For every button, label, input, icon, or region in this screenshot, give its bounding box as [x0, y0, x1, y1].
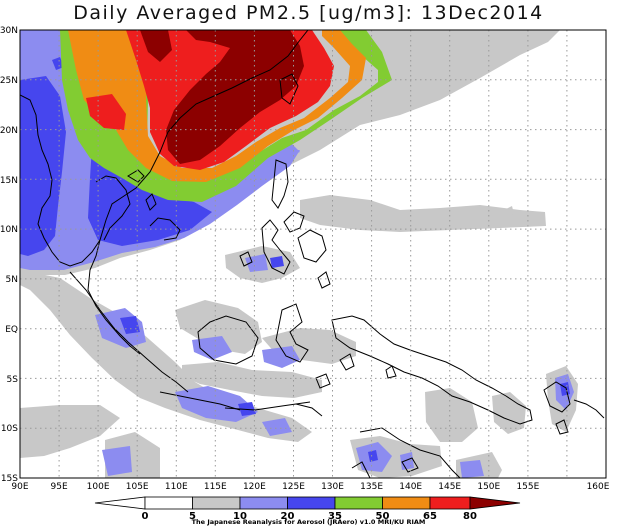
- lon-label: 135E: [360, 482, 383, 492]
- lat-label: 15S: [1, 474, 18, 484]
- lat-label: 10S: [1, 424, 18, 434]
- lon-label: 145E: [438, 482, 461, 492]
- lon-label: 160E: [587, 482, 610, 492]
- lon-label: 105E: [126, 482, 149, 492]
- lon-label: 95E: [51, 482, 68, 492]
- colorbar-segment: [429, 496, 471, 510]
- colorbar-segment: [239, 496, 288, 510]
- colorbar-low-arrow: [94, 496, 146, 510]
- latitude-labels: 30N 25N 20N 15N 10N 5N EQ 5S 10S 15S: [0, 26, 18, 484]
- longitude-labels: 90E 95E 100E 105E 110E 115E 120E 125E 13…: [11, 482, 609, 492]
- lon-label: 100E: [87, 482, 110, 492]
- lon-label: 150E: [477, 482, 500, 492]
- lat-label: 5S: [7, 375, 19, 385]
- lat-label: 25N: [0, 76, 18, 86]
- lat-label: 10N: [0, 225, 18, 235]
- lat-label: 5N: [6, 275, 18, 285]
- lon-label: 155E: [516, 482, 539, 492]
- lon-label: 140E: [399, 482, 422, 492]
- colorbar-tick-label: 10: [233, 511, 247, 522]
- lat-label: EQ: [5, 325, 18, 335]
- colorbar-tick-label: 65: [423, 511, 437, 522]
- lon-label: 110E: [165, 482, 188, 492]
- colorbar-tick-label: 35: [328, 511, 342, 522]
- lat-label: 20N: [0, 126, 18, 136]
- colorbar-tick-label: 0: [142, 511, 149, 522]
- lat-label: 30N: [0, 26, 18, 36]
- coastlines: [20, 30, 605, 478]
- pm25-field: [20, 30, 605, 478]
- credit-text: The Japanese Reanalysis for Aerosol (JRA…: [191, 518, 426, 526]
- colorbar-tick-label: 5: [189, 511, 196, 522]
- lon-label: 115E: [204, 482, 227, 492]
- colorbar-segment: [144, 496, 193, 510]
- colorbar-tick-label: 20: [281, 511, 295, 522]
- colorbar-segment: [192, 496, 241, 510]
- map-title: Daily Averaged PM2.5 [ug/m3]: 13Dec2014: [73, 2, 544, 24]
- colorbar-segment: [334, 496, 383, 510]
- colorbar-segment: [382, 496, 431, 510]
- lon-label: 125E: [282, 482, 305, 492]
- map-frame: [19, 29, 607, 479]
- colorbar-tick-label: 80: [463, 511, 477, 522]
- lon-label: 130E: [321, 482, 344, 492]
- lat-label: 15N: [0, 176, 18, 186]
- colorbar-segment: [287, 496, 336, 510]
- colorbar: 0 5 10 20 35 50 65 80: [94, 496, 521, 522]
- lon-label: 120E: [243, 482, 266, 492]
- colorbar-tick-label: 50: [376, 511, 390, 522]
- lon-label: 90E: [11, 482, 28, 492]
- colorbar-high-arrow: [469, 496, 521, 510]
